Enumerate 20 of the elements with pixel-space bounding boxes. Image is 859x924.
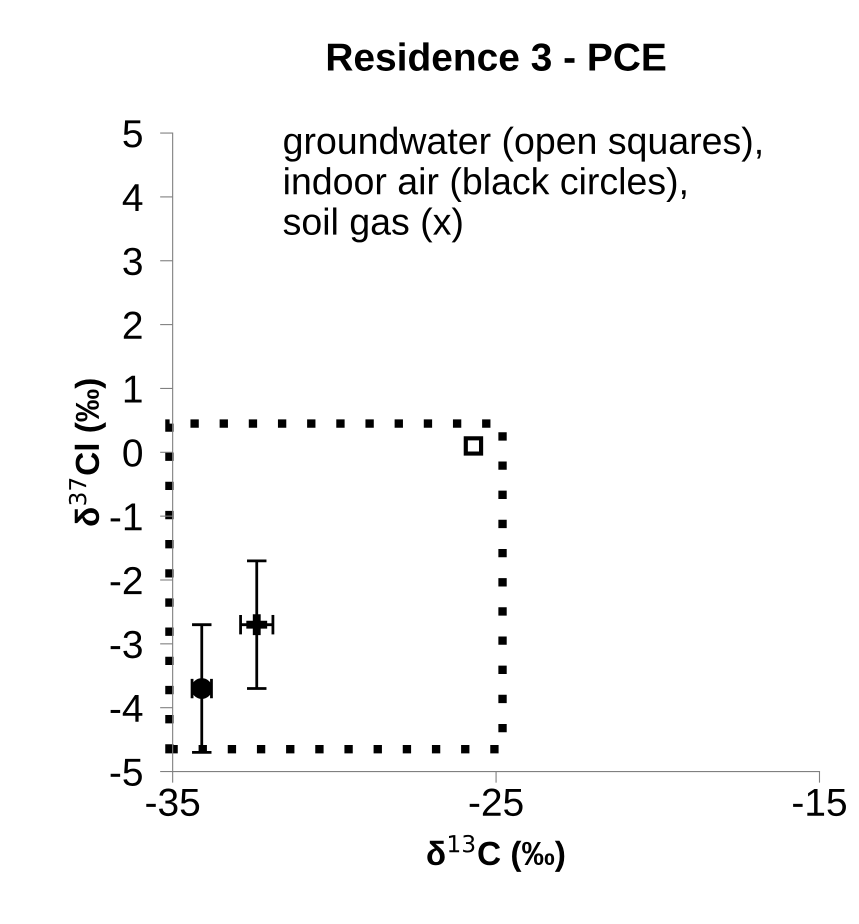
y-tick-label: 0 (123, 439, 142, 467)
y-tick-label: 2 (124, 312, 142, 339)
x-axis-title: δ$^{13}$C (‰) (427, 834, 564, 872)
chart-title: Residence 3 - PCE (328, 42, 666, 71)
point (464, 436, 484, 456)
x-tick-label: -25 (470, 788, 523, 816)
x-tick-label: -35 (146, 788, 200, 816)
y-tick-label: 1 (124, 376, 142, 403)
x-tick-label: -15 (793, 788, 846, 816)
y-tick-label: 5 (123, 120, 142, 148)
y-tick-label: -2 (110, 566, 142, 594)
point (246, 614, 268, 636)
annotation: groundwater (open squares), indoor air (black circles), soil gas (x) (284, 126, 761, 242)
y-axis-title: δ$^{37}$Cl (‰) (68, 379, 106, 526)
y-tick-label: 4 (122, 184, 142, 211)
y-tick-label: -4 (110, 695, 142, 722)
y-tick-label: -1 (110, 503, 142, 530)
y-tick-label: -5 (110, 758, 142, 786)
y-tick-label: 3 (123, 248, 142, 276)
y-tick-label: -3 (110, 630, 142, 658)
